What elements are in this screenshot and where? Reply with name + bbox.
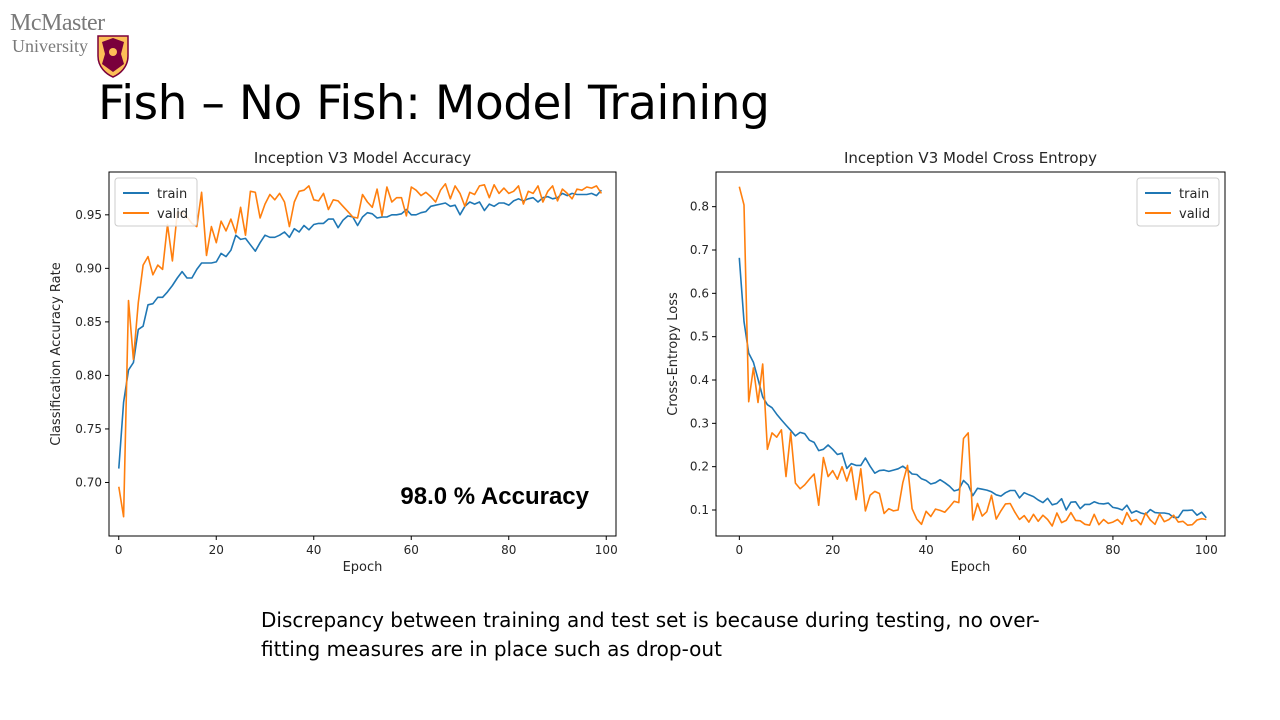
- y-axis-label: Cross-Entropy Loss: [666, 292, 681, 416]
- legend-label-train: train: [1179, 187, 1209, 202]
- y-tick-label: 0.95: [75, 208, 102, 222]
- y-tick-label: 0.5: [690, 330, 709, 344]
- y-tick-label: 0.75: [75, 422, 102, 436]
- y-tick-label: 0.90: [75, 261, 102, 275]
- x-axis-label: Epoch: [951, 560, 991, 575]
- y-tick-label: 0.8: [690, 200, 709, 214]
- x-tick-label: 20: [209, 543, 224, 557]
- cross-entropy-chart: Inception V3 Model Cross Entropy 0 20 40 60 8…: [650, 142, 1250, 582]
- series-line-train: [118, 189, 602, 469]
- x-tick-label: 80: [1105, 543, 1120, 557]
- x-tick-label: 40: [306, 543, 321, 557]
- chart-title: Inception V3 Model Cross Entropy: [844, 149, 1097, 167]
- plot-frame: [108, 171, 617, 537]
- slide-title: Fish – No Fish: Model Training: [98, 76, 770, 131]
- accuracy-chart: Inception V3 Model Accuracy 0 20 40 60 80 100 0…: [30, 142, 630, 582]
- y-tick-label: 0.70: [75, 475, 102, 489]
- accuracy-annotation: 98.0 % Accuracy: [400, 483, 589, 510]
- logo-wordmark-line2: University: [12, 36, 88, 56]
- chart-title: Inception V3 Model Accuracy: [254, 149, 471, 167]
- caption-line-2: fitting measures are in place such as dr…: [261, 637, 722, 661]
- x-tick-label: 0: [736, 543, 744, 557]
- chart-svg-0: Inception V3 Model Accuracy 0 20 40 60 80 100 0…: [49, 149, 618, 575]
- x-tick-label: 60: [404, 543, 419, 557]
- series-line-valid: [738, 186, 1207, 527]
- y-axis-label: Classification Accuracy Rate: [49, 262, 64, 445]
- caption-line-1: Discrepancy between training and test se…: [261, 608, 1040, 632]
- y-tick-label: 0.4: [690, 373, 709, 387]
- x-tick-label: 20: [825, 543, 840, 557]
- x-tick-label: 0: [115, 543, 123, 557]
- legend-label-valid: valid: [157, 207, 188, 222]
- series-line-train: [738, 257, 1207, 519]
- logo-wordmark-line1: McMaster: [10, 10, 105, 36]
- plot-frame: [715, 171, 1226, 537]
- y-tick-label: 0.80: [75, 368, 102, 382]
- slide-caption: Discrepancy between training and test se…: [261, 606, 1041, 664]
- y-tick-label: 0.6: [690, 286, 709, 300]
- chart-svg-1: Inception V3 Model Cross Entropy 0 20 40 60 8…: [666, 149, 1226, 575]
- x-tick-label: 80: [501, 543, 516, 557]
- x-tick-label: 60: [1012, 543, 1027, 557]
- series-line-valid: [118, 183, 603, 518]
- x-tick-label: 40: [918, 543, 933, 557]
- y-tick-label: 0.85: [75, 315, 102, 329]
- legend-label-train: train: [157, 187, 187, 202]
- y-tick-label: 0.3: [690, 416, 709, 430]
- mcmaster-crest-icon: [97, 35, 129, 78]
- y-tick-label: 0.7: [690, 243, 709, 257]
- y-tick-label: 0.2: [690, 460, 709, 474]
- x-tick-label: 100: [1195, 543, 1218, 557]
- x-axis-label: Epoch: [343, 560, 383, 575]
- y-tick-label: 0.1: [690, 503, 709, 517]
- legend-label-valid: valid: [1179, 207, 1210, 222]
- mcmaster-logo: McMaster University: [10, 10, 130, 78]
- x-tick-label: 100: [595, 543, 618, 557]
